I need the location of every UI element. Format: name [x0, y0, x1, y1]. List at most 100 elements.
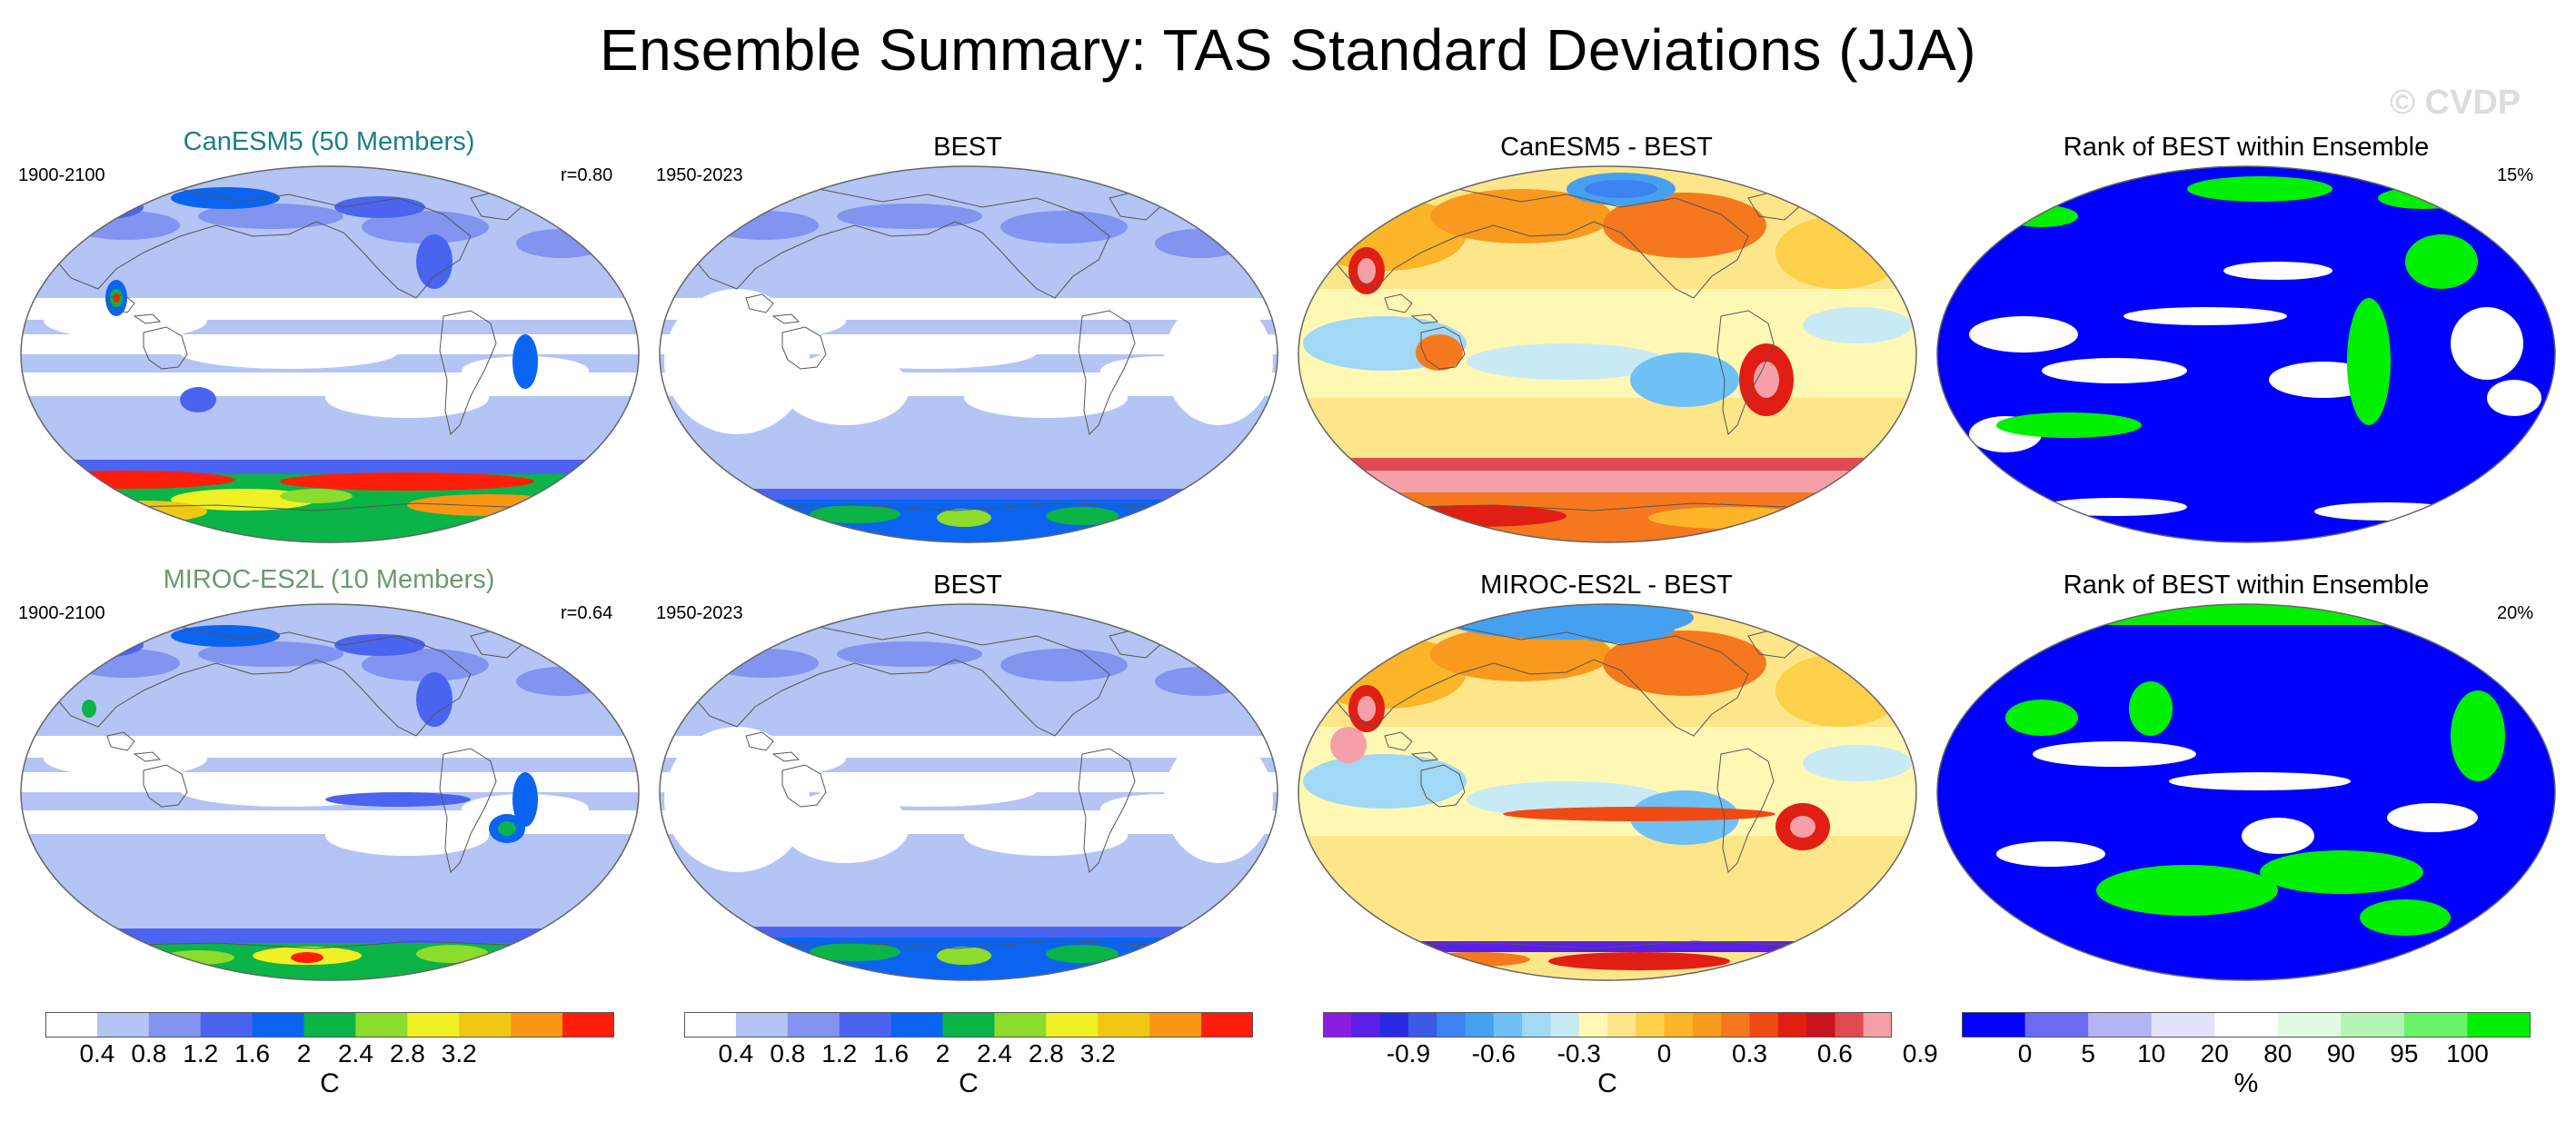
- colorbar-std: [45, 1012, 614, 1038]
- map-field-patch: [21, 471, 234, 489]
- map-field-patch: [53, 632, 144, 658]
- map-field-patch: [1164, 298, 1273, 425]
- colorbar-tick-label: 2: [296, 1039, 312, 1067]
- colorbar-swatch: [1098, 1012, 1150, 1038]
- colorbar-difference-unit: C: [1597, 1068, 1617, 1098]
- map-field-patch: [1303, 754, 1467, 809]
- panel-title-rank-1: Rank of BEST within Ensemble: [2063, 133, 2430, 162]
- colorbar-swatch: [1749, 1012, 1779, 1038]
- panel-title-diff-2: MIROC-ES2L - BEST: [1480, 571, 1733, 600]
- coastline: [34, 626, 472, 737]
- map-field-patch: [1996, 412, 2142, 438]
- map-field-patch: [1467, 343, 1666, 380]
- map-field-patch: [1548, 952, 1730, 970]
- map-field-patch: [1358, 258, 1376, 283]
- colorbar-tick-label: 2.4: [976, 1039, 1012, 1067]
- map-field-patch: [2169, 772, 2351, 790]
- map-field-patch: [2487, 380, 2541, 416]
- map-field-patch: [1996, 841, 2105, 867]
- map-field-patch: [1000, 211, 1128, 243]
- map-field-patch: [2347, 298, 2391, 425]
- map-field-band: [1937, 604, 2555, 625]
- colorbar-swatch: [1407, 1012, 1437, 1038]
- colorbar-tick-label: 1.2: [821, 1039, 858, 1067]
- map-field-band: [1298, 471, 1916, 494]
- colorbar-swatch: [1721, 1012, 1750, 1038]
- map-field-patch: [512, 334, 538, 389]
- map-rank-2: [1936, 603, 2556, 981]
- map-field-patch: [498, 821, 516, 836]
- map-field-patch: [2451, 690, 2505, 781]
- map-field-patch: [362, 649, 489, 681]
- map-field-patch: [1630, 352, 1739, 407]
- colorbar-swatch: [1692, 1012, 1722, 1038]
- map-field-patch: [1385, 505, 1566, 527]
- colorbar-swatch: [355, 1012, 408, 1038]
- coastline: [439, 748, 497, 873]
- coastline: [1716, 748, 1775, 873]
- panel-title-obs-2: BEST: [933, 571, 1002, 600]
- map-field-patch: [1358, 696, 1376, 721]
- map-field-patch: [2042, 358, 2187, 383]
- coastline: [672, 626, 1110, 737]
- coastline: [143, 326, 188, 370]
- coastline: [771, 751, 801, 762]
- colorbar-rank-labels: 0 5 10 20 80 90 95 100: [1962, 1039, 2531, 1070]
- map-field-patch: [1046, 507, 1119, 525]
- colorbar-swatch: [1493, 1012, 1523, 1038]
- colorbar-swatch: [2088, 1012, 2153, 1038]
- map-field-patch: [198, 641, 343, 667]
- map-field-patch: [362, 211, 489, 243]
- map-rank-1: [1936, 165, 2556, 543]
- colorbar-tick-label: 3.2: [441, 1039, 477, 1067]
- map-field-patch: [1416, 334, 1463, 371]
- map-field-patch: [2123, 307, 2287, 325]
- map-field-patch: [1969, 316, 2078, 352]
- map-field-band: [1298, 941, 1916, 952]
- map-field-patch: [837, 641, 982, 667]
- colorbar-rank: [1962, 1012, 2531, 1038]
- map-field-patch: [2005, 700, 2078, 736]
- colorbar-swatch: [1046, 1012, 1099, 1038]
- colorbar-swatch: [2024, 1012, 2089, 1038]
- map-field-patch: [2187, 176, 2332, 202]
- map-field-patch: [334, 196, 425, 218]
- map-model-2: [20, 603, 640, 981]
- panel-period-model-2: 1900-2100: [18, 603, 105, 623]
- coastline: [1410, 751, 1439, 762]
- colorbar-tick-label: 3.2: [1079, 1039, 1116, 1067]
- colorbar-swatch: [148, 1012, 202, 1038]
- colorbar-swatch: [1323, 1012, 1352, 1038]
- colorbar-swatch: [1522, 1012, 1551, 1038]
- map-field-patch: [964, 378, 1128, 418]
- map-field-patch: [198, 204, 343, 229]
- map-field-patch: [516, 229, 607, 258]
- map-field-patch: [2042, 498, 2187, 516]
- map-field-band: [21, 928, 639, 945]
- colorbar-swatch: [1578, 1012, 1608, 1038]
- coastline: [745, 731, 774, 751]
- colorbar-swatch: [1437, 1012, 1466, 1038]
- colorbar-tick-label: 0.4: [79, 1039, 115, 1067]
- map-field-patch: [416, 234, 453, 289]
- map-field-patch: [1164, 736, 1273, 863]
- map-field-patch: [1754, 362, 1779, 398]
- coastline: [781, 764, 827, 808]
- panel-title-diff-1: CanESM5 - BEST: [1500, 133, 1713, 162]
- colorbar-swatch: [1149, 1012, 1202, 1038]
- map-field-patch: [2242, 818, 2314, 854]
- coastline: [1311, 188, 1749, 299]
- colorbar-swatch: [2467, 1012, 2531, 1038]
- map-field-patch: [782, 352, 910, 425]
- map-field-patch: [512, 772, 538, 827]
- colorbar-tick-label: 2.8: [389, 1039, 425, 1067]
- map-field-patch: [1648, 507, 1812, 529]
- coastline: [1078, 310, 1136, 435]
- colorbar-swatch: [200, 1012, 254, 1038]
- map-field-patch: [2096, 865, 2278, 916]
- colorbar-tick-label: 2: [935, 1039, 950, 1067]
- colorbar-tick-label: 2.4: [337, 1039, 373, 1067]
- coastline: [143, 764, 188, 808]
- map-field-patch: [2005, 205, 2078, 227]
- map-field-patch: [937, 947, 991, 965]
